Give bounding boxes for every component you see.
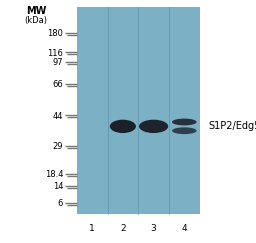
Bar (138, 7, 169, 214)
Text: 44: 44 (53, 112, 63, 121)
Text: 4: 4 (182, 224, 187, 233)
Text: 180: 180 (47, 29, 63, 38)
Text: 3: 3 (151, 224, 156, 233)
Text: 18.4: 18.4 (45, 170, 63, 179)
Ellipse shape (172, 119, 197, 125)
Text: 97: 97 (52, 58, 63, 68)
Text: S1P2/Edg5: S1P2/Edg5 (209, 121, 256, 131)
Ellipse shape (172, 127, 197, 134)
Text: 14: 14 (53, 182, 63, 191)
Ellipse shape (110, 120, 136, 133)
Bar (77, 7, 200, 214)
Text: 1: 1 (89, 224, 95, 233)
Text: 6: 6 (58, 199, 63, 208)
Text: (kDa): (kDa) (24, 16, 47, 25)
Bar (169, 7, 200, 214)
Text: 116: 116 (47, 49, 63, 58)
Text: 66: 66 (52, 80, 63, 89)
Bar (77, 7, 108, 214)
Bar (108, 7, 138, 214)
Text: MW: MW (26, 6, 46, 16)
Text: 29: 29 (53, 142, 63, 151)
Ellipse shape (139, 120, 168, 133)
Text: 2: 2 (120, 224, 126, 233)
